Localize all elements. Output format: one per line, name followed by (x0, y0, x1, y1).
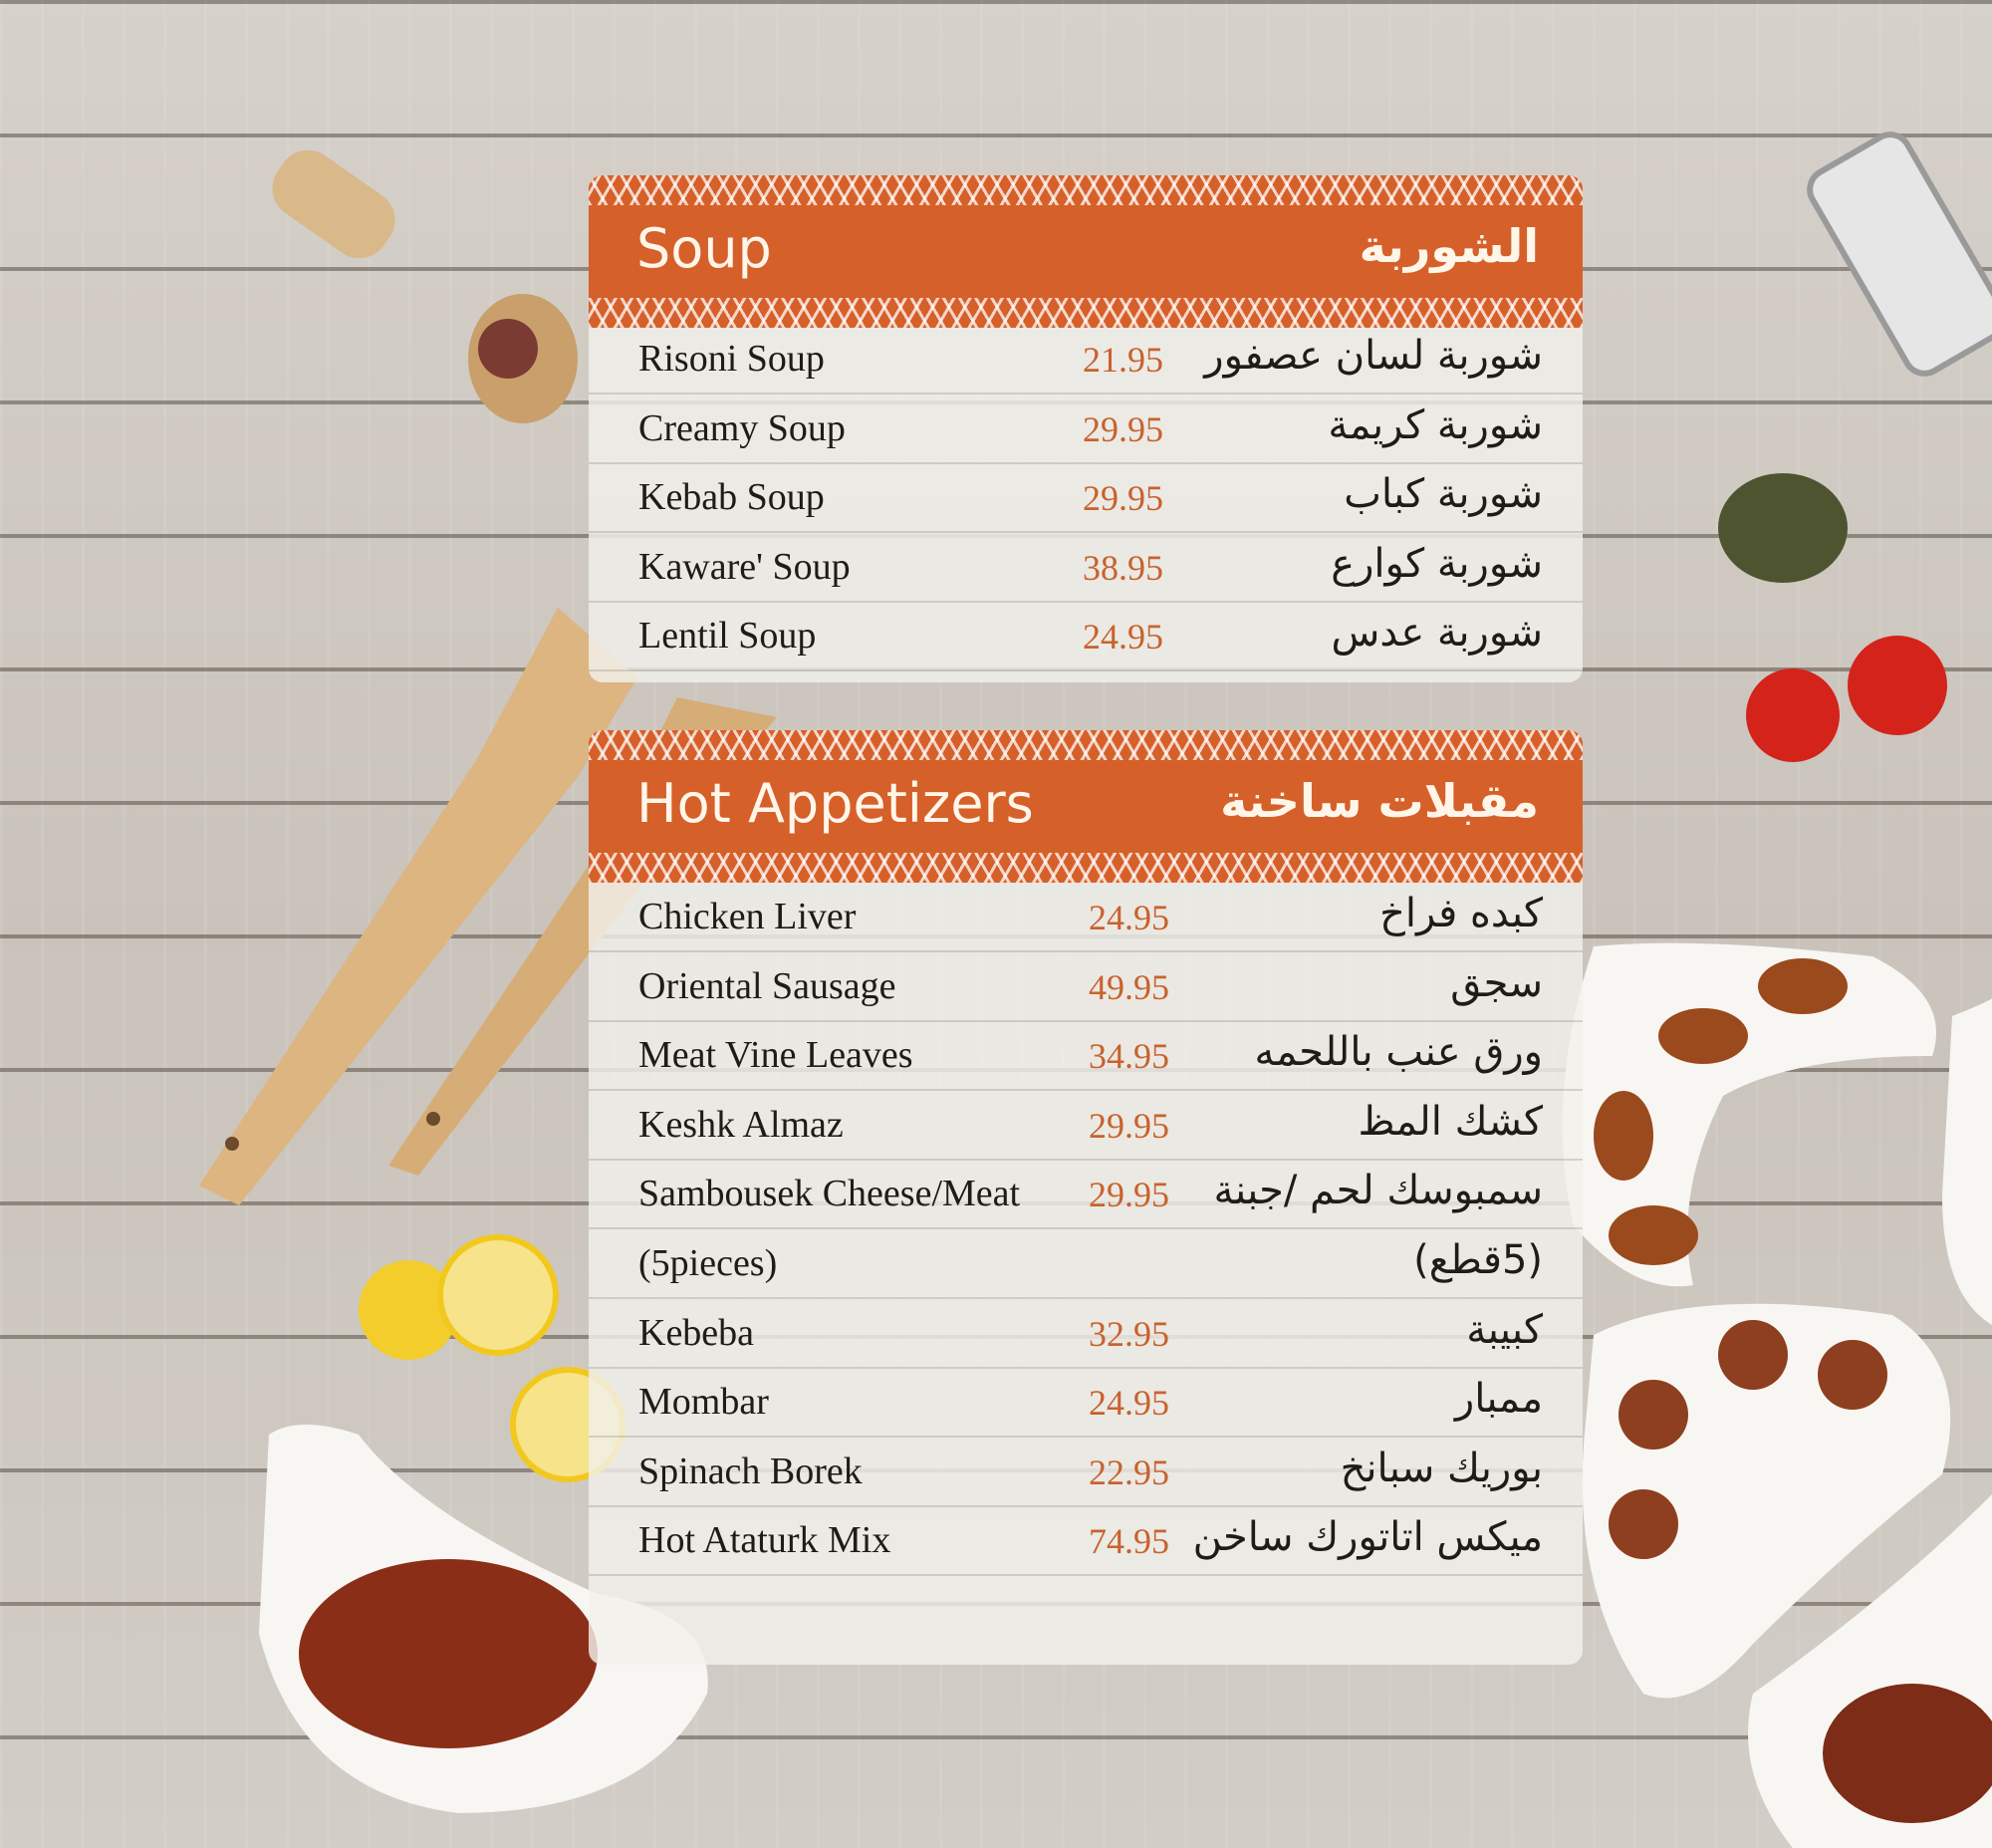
item-name: Hot Ataturk Mix (638, 1519, 891, 1562)
menu-item-row: (5pieces) (5قطع) (589, 1229, 1583, 1299)
item-name-arabic: ميكس اتاتورك ساخن (1192, 1514, 1543, 1561)
item-name: Mombar (638, 1381, 769, 1424)
menu-item-row: Meat Vine Leaves 34.95 ورق عنب باللحمه (589, 1021, 1583, 1092)
item-name: Sambousek Cheese/Meat (638, 1173, 1021, 1215)
item-name-arabic: شوربة كريمة (1328, 401, 1543, 448)
header-pattern (589, 175, 1583, 205)
menu-item-row: Lentil Soup 24.95 شوربة عدس (589, 602, 1583, 672)
section-header: Soup الشوربة (589, 175, 1583, 328)
menu-item-row: Keshk Almaz 29.95 كشك المظ (589, 1091, 1583, 1161)
item-name: Kaware' Soup (638, 545, 851, 588)
menu-item-row: Mombar 24.95 ممبار (589, 1368, 1583, 1439)
sambousek-dish (1942, 996, 1992, 1325)
item-price: 29.95 (1083, 478, 1163, 519)
item-name-arabic: (5قطع) (1413, 1237, 1543, 1283)
header-pattern (589, 853, 1583, 883)
item-name-arabic: بوريك سبانخ (1340, 1445, 1543, 1491)
item-name: Lentil Soup (638, 615, 817, 658)
section-header: Hot Appetizers مقبلات ساخنة (589, 730, 1583, 883)
menu-item-row: Chicken Liver 24.95 كبده فراخ (589, 883, 1583, 952)
item-name-arabic: كبيبة (1466, 1306, 1543, 1353)
item-price: 21.95 (1083, 340, 1163, 380)
sausage-dish (259, 1425, 708, 1813)
item-name-arabic: كبده فراخ (1379, 891, 1543, 936)
section-title-arabic: مقبلات ساخنة (1220, 774, 1539, 828)
item-name-arabic: كشك المظ (1358, 1098, 1543, 1145)
salt-shaker (1807, 132, 1992, 377)
wooden-scoop (272, 149, 578, 423)
header-pattern (589, 730, 1583, 760)
item-price: 38.95 (1083, 547, 1163, 588)
hot-appetizers-section: Hot Appetizers مقبلات ساخنة Chicken Live… (589, 730, 1583, 1665)
item-price: 24.95 (1089, 1383, 1169, 1424)
menu-item-row: Kaware' Soup 38.95 شوربة كوارع (589, 533, 1583, 603)
menu-item-row: Kebab Soup 29.95 شوربة كباب (589, 463, 1583, 534)
item-name: (5pieces) (638, 1242, 778, 1284)
item-name: Oriental Sausage (638, 964, 896, 1007)
stew-dish (1748, 1494, 1992, 1848)
item-price: 29.95 (1083, 408, 1163, 449)
item-name-arabic: شوربة لسان عصفور (1204, 333, 1543, 379)
item-name-arabic: شوربة كباب (1344, 471, 1543, 518)
item-name-arabic: سمبوسك لحم /جبنة (1213, 1168, 1543, 1214)
item-price: 24.95 (1083, 617, 1163, 658)
item-price: 24.95 (1089, 898, 1169, 937)
item-name: Risoni Soup (638, 338, 825, 380)
item-name: Chicken Liver (638, 896, 857, 937)
item-price: 74.95 (1089, 1521, 1169, 1562)
item-name: Kebab Soup (638, 476, 825, 519)
section-title: Soup (636, 217, 772, 280)
menu-item-row: Creamy Soup 29.95 شوربة كريمة (589, 395, 1583, 464)
soup-section: Soup الشوربة Risoni Soup 21.95 شوربة لسان … (589, 175, 1583, 682)
meatball-dish (1582, 1303, 1951, 1699)
tomatoes (1746, 636, 1947, 762)
item-name: Meat Vine Leaves (638, 1034, 913, 1077)
item-price: 49.95 (1089, 966, 1169, 1007)
menu-item-row: Kebeba 32.95 كبيبة (589, 1299, 1583, 1369)
item-name-arabic: شوربة عدس (1331, 610, 1543, 657)
item-price: 22.95 (1089, 1452, 1169, 1492)
header-pattern (589, 298, 1583, 328)
item-name-arabic: شوربة كوارع (1331, 540, 1543, 587)
item-name-arabic: سجق (1450, 959, 1543, 1006)
herbs (1718, 473, 1848, 583)
lemons (359, 1234, 625, 1482)
item-price: 29.95 (1089, 1105, 1169, 1146)
menu-item-row: Spinach Borek 22.95 بوريك سبانخ (589, 1438, 1583, 1507)
item-price: 29.95 (1089, 1175, 1169, 1215)
section-title-arabic: الشوربة (1359, 219, 1539, 273)
item-name-arabic: ممبار (1454, 1376, 1543, 1423)
item-price: 32.95 (1089, 1313, 1169, 1354)
menu-item-row: Hot Ataturk Mix 74.95 ميكس اتاتورك ساخن (589, 1506, 1583, 1577)
item-name: Kebeba (638, 1311, 755, 1354)
item-name: Creamy Soup (638, 406, 846, 449)
item-price: 34.95 (1089, 1036, 1169, 1077)
kibbeh-dish (1562, 942, 1936, 1287)
item-name: Keshk Almaz (638, 1103, 844, 1146)
item-name: Spinach Borek (638, 1450, 863, 1492)
menu-item-row: Risoni Soup 21.95 شوربة لسان عصفور (589, 325, 1583, 395)
item-name-arabic: ورق عنب باللحمه (1254, 1029, 1543, 1076)
menu-item-row: Oriental Sausage 49.95 سجق (589, 952, 1583, 1022)
section-title: Hot Appetizers (636, 772, 1034, 835)
menu-item-row: Sambousek Cheese/Meat 29.95 سمبوسك لحم /جب… (589, 1160, 1583, 1230)
